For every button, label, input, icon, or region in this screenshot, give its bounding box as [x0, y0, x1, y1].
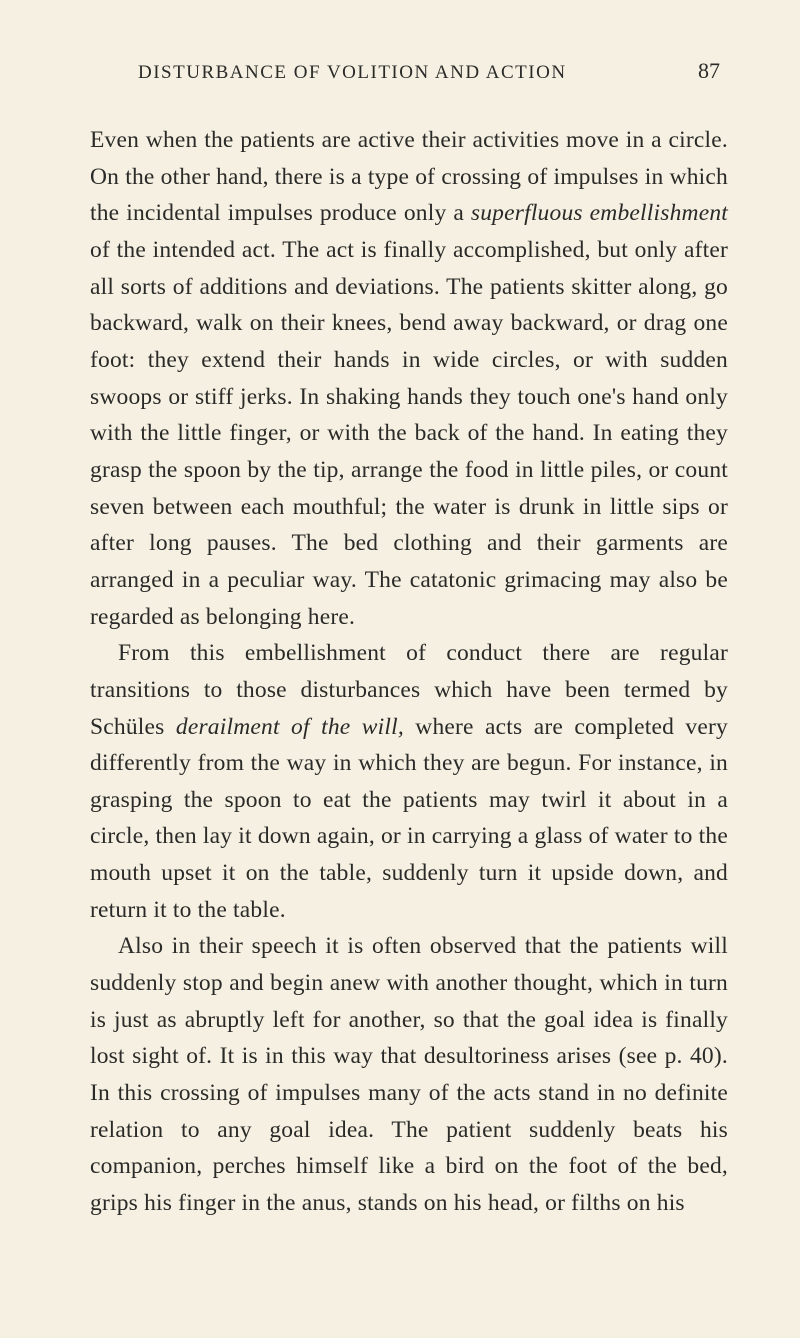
italic-phrase: derailment of the will, — [176, 714, 404, 740]
page-number: 87 — [698, 58, 720, 84]
text-run: where acts are completed very differentl… — [90, 714, 728, 923]
paragraph-3: Also in their speech it is often observe… — [90, 928, 728, 1221]
page-header: DISTURBANCE OF VOLITION AND ACTION 87 — [90, 58, 728, 84]
paragraph-2: From this embellishment of conduct there… — [90, 635, 728, 928]
paragraph-1: Even when the patients are active their … — [90, 122, 728, 635]
text-run: of the intended act. The act is finally … — [90, 237, 728, 630]
running-head: DISTURBANCE OF VOLITION AND ACTION — [138, 62, 567, 84]
italic-phrase: superfluous embellishment — [471, 200, 728, 226]
body-text: Even when the patients are active their … — [90, 122, 728, 1222]
